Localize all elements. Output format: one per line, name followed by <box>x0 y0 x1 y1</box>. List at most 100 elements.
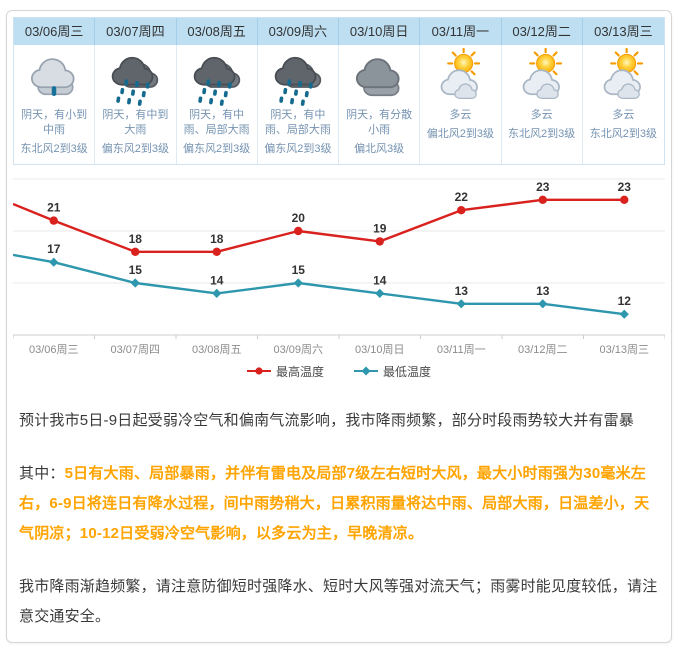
chart-legend: 最高温度 最低温度 <box>13 359 665 383</box>
weather-description: 阴天，有中雨、局部大雨 <box>183 109 250 136</box>
wind-description: 偏东风2到3级 <box>264 143 332 155</box>
point-label: 15 <box>129 263 143 277</box>
data-point <box>538 195 547 204</box>
day-header: 03/12周二 <box>501 18 583 45</box>
point-label: 18 <box>210 232 224 246</box>
point-label: 23 <box>618 180 632 194</box>
day-icon-wrap <box>269 48 327 106</box>
point-label: 23 <box>536 180 550 194</box>
data-point <box>130 278 140 288</box>
data-point <box>212 247 221 256</box>
partly-cloudy-icon <box>441 48 481 99</box>
legend-marker-high <box>246 367 271 375</box>
day-cell: 阴天，有中雨、局部大雨偏东风2到3级 <box>257 45 339 164</box>
legend-item: 最低温度 <box>354 363 431 380</box>
day-header: 03/11周一 <box>420 18 502 45</box>
data-point <box>620 195 629 204</box>
partly-cloudy-icon <box>522 48 562 99</box>
data-point <box>457 206 466 215</box>
data-point <box>538 299 548 309</box>
day-cell: 多云东北风2到3级 <box>501 45 583 164</box>
day-header: 03/06周三 <box>14 18 96 45</box>
wind-description: 东北风2到3级 <box>20 143 88 155</box>
day-header: 03/13周三 <box>582 18 664 45</box>
wind-description: 偏北风2到3级 <box>426 128 494 140</box>
forecast-table: 03/06周三 03/07周四 03/08周五 03/09周六 03/10周日 03/11… <box>13 17 665 165</box>
day-cell: 阴天，有中雨、局部大雨偏东风2到3级 <box>176 45 258 164</box>
day-header: 03/08周五 <box>176 18 258 45</box>
heavy-rain-icon <box>274 56 322 106</box>
data-point <box>212 288 222 298</box>
summary-p2-prefix: 其中： <box>19 465 65 482</box>
data-point <box>456 299 466 309</box>
x-tick-label: 03/11周一 <box>437 343 486 356</box>
partly-cloudy-icon <box>604 48 644 99</box>
data-point <box>294 226 303 236</box>
data-point <box>131 247 140 256</box>
overcast-icon <box>356 58 400 97</box>
point-label: 13 <box>455 284 469 298</box>
x-tick-label: 03/07周四 <box>110 343 160 356</box>
weather-description: 阴天，有中雨、局部大雨 <box>264 109 331 136</box>
point-label: 20 <box>292 211 306 225</box>
summary-paragraph-3: 我市降雨渐趋频繁，请注意防御短时强降水、短时大风等强对流天气；雨雾时能见度较低，… <box>19 578 658 625</box>
point-label: 18 <box>129 232 143 246</box>
day-icon-wrap <box>594 48 652 106</box>
data-point <box>619 309 629 319</box>
x-tick-label: 03/13周三 <box>599 343 649 356</box>
summary-p2-highlight: 5日有大雨、局部暴雨，并伴有雷电及局部7级左右短时大风，最大小时雨强为30毫米左… <box>19 465 650 542</box>
weather-description: 阴天，有分散小雨 <box>346 109 413 136</box>
weather-description: 多云 <box>449 109 472 121</box>
series-line <box>13 198 625 253</box>
x-tick-label: 03/06周三 <box>29 343 79 356</box>
x-tick-label: 03/08周五 <box>192 343 242 356</box>
wind-description: 东北风2到3级 <box>508 128 576 140</box>
data-point <box>293 278 303 288</box>
day-cell: 多云偏北风2到3级 <box>420 45 502 164</box>
overcast-light-rain-icon <box>31 58 75 97</box>
data-point <box>375 288 385 298</box>
data-point <box>49 216 58 225</box>
legend-label: 最低温度 <box>383 364 432 379</box>
day-icon-wrap <box>25 48 83 106</box>
day-cell: 多云 东北风2到3级 <box>582 45 664 164</box>
temperature-chart-canvas: 03/06周三 03/07周四 03/08周五 03/09周六 03/10周日 03/11… <box>13 178 665 356</box>
weather-description: 多云 <box>612 109 635 121</box>
point-label: 12 <box>618 294 632 308</box>
point-label: 22 <box>455 190 469 204</box>
temperature-chart: 03/06周三 03/07周四 03/08周五 03/09周六 03/10周日 03/11… <box>13 167 665 383</box>
point-label: 13 <box>536 284 550 298</box>
wind-description: 偏北风3级 <box>354 143 405 155</box>
point-label: 14 <box>210 273 224 287</box>
weather-bulletin: 03/06周三 03/07周四 03/08周五 03/09周六 03/10周日 03/11… <box>6 10 672 643</box>
weather-description: 阴天，有小到中雨 <box>21 109 88 136</box>
wind-description: 偏东风2到3级 <box>183 143 251 155</box>
legend-label: 最高温度 <box>275 364 324 379</box>
x-tick-label: 03/10周日 <box>355 343 405 356</box>
series-line <box>13 253 625 316</box>
point-label: 15 <box>292 263 306 277</box>
forecast-summary: 预计我市5日-9日起受弱冷空气和偏南气流影响，我市降雨频繁，部分时段雨势较大并有… <box>13 406 665 632</box>
day-header: 03/09周六 <box>257 18 339 45</box>
wind-description: 偏东风2到3级 <box>101 143 169 155</box>
day-header: 03/07周四 <box>95 18 177 45</box>
x-tick-label: 03/09周六 <box>273 343 323 356</box>
day-cell: 阴天，有分散小雨偏北风3级 <box>339 45 421 164</box>
day-icon-wrap <box>188 48 246 106</box>
point-label: 14 <box>373 273 387 287</box>
weather-description: 多云 <box>530 109 553 121</box>
x-tick-label: 03/12周二 <box>518 343 568 356</box>
day-header: 03/10周日 <box>339 18 421 45</box>
day-icon-wrap <box>106 48 164 106</box>
point-label: 17 <box>47 242 61 256</box>
day-icon-wrap <box>350 48 408 106</box>
day-cell: 阴天，有小到中雨东北风2到3级 <box>14 45 96 164</box>
point-label: 21 <box>47 201 61 215</box>
data-point <box>49 257 59 267</box>
day-icon-wrap <box>513 48 571 106</box>
heavy-rain-icon <box>112 56 159 106</box>
heavy-rain-icon <box>193 56 240 106</box>
data-point <box>375 237 384 246</box>
point-label: 19 <box>373 221 387 235</box>
day-cell: 阴天，有中到大雨 偏东风2到3级 <box>95 45 177 164</box>
